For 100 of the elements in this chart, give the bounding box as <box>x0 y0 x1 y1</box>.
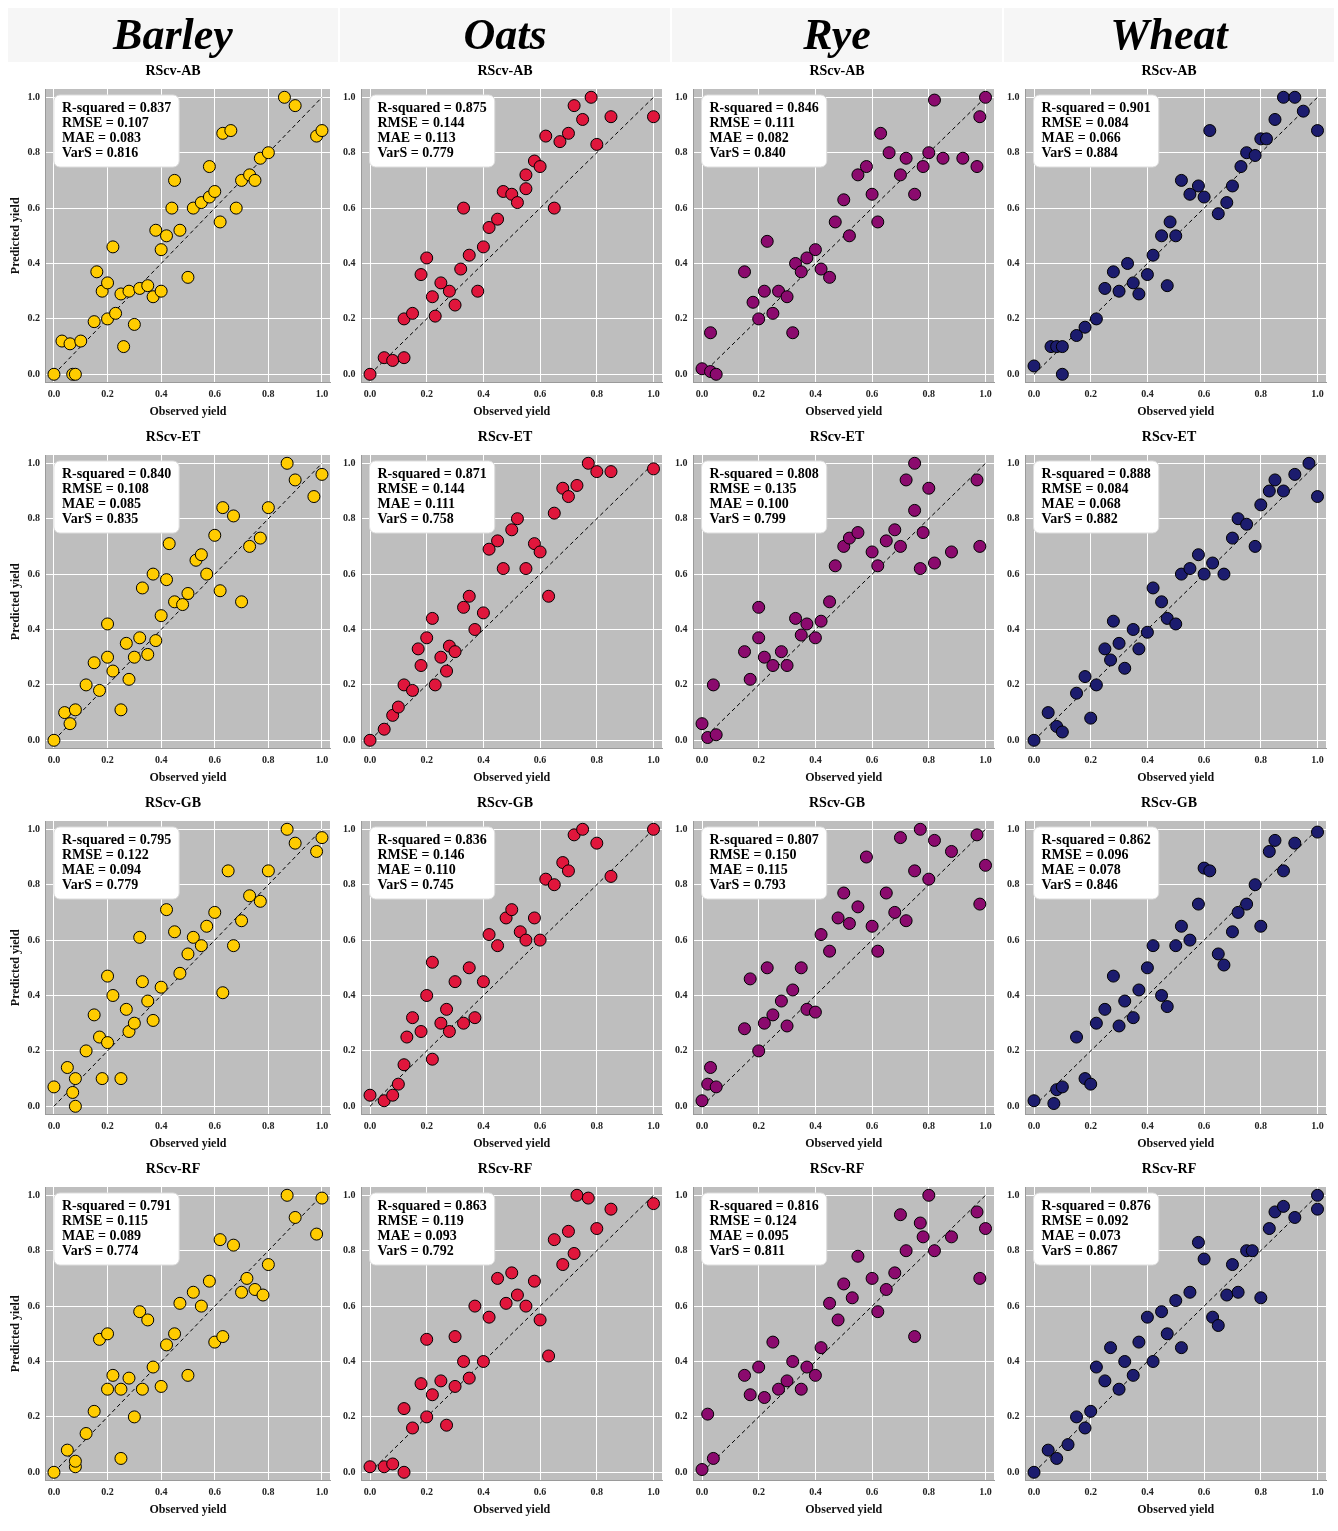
y-tick-label: 0.8 <box>343 146 356 158</box>
y-tick-label: 1.0 <box>675 456 688 468</box>
y-tick-label: 0.8 <box>675 146 688 158</box>
annotation: MAE = 0.110 <box>377 861 456 877</box>
x-axis-title: Observed yield <box>805 1501 883 1516</box>
y-tick-label: 0.4 <box>343 989 356 1001</box>
y-tick-label: 0.8 <box>1007 512 1020 524</box>
x-tick-label: 0.4 <box>1141 754 1154 766</box>
x-tick-label: 0.6 <box>533 1486 547 1498</box>
x-tick-label: 1.0 <box>979 1120 992 1132</box>
x-tick-label: 0.8 <box>1254 388 1268 400</box>
annotation: MAE = 0.089 <box>61 1227 142 1243</box>
x-tick-label: 0.4 <box>154 754 168 766</box>
annotation: VarS = 0.779 <box>61 876 139 892</box>
annotation: R-squared = 0.808 <box>709 465 819 481</box>
x-tick-label: 1.0 <box>647 1486 660 1498</box>
y-tick-label: 0.2 <box>343 1044 356 1056</box>
x-tick-label: 0.4 <box>809 388 822 400</box>
annotation: R-squared = 0.816 <box>709 1197 819 1213</box>
x-tick-label: 0.6 <box>865 388 879 400</box>
x-axis-title: Observed yield <box>149 1135 227 1150</box>
x-axis-title: Observed yield <box>1137 1501 1215 1516</box>
x-tick-label: 0.2 <box>101 754 114 766</box>
y-tick-label: 0.0 <box>343 1099 356 1111</box>
x-tick-label: 0.2 <box>752 1120 765 1132</box>
y-tick-label: 1.0 <box>1007 90 1020 102</box>
x-tick-label: 0.4 <box>1141 388 1154 400</box>
x-tick-label: 0.6 <box>865 754 879 766</box>
annotation: MAE = 0.093 <box>377 1227 457 1243</box>
x-axis-title: Observed yield <box>1137 769 1215 784</box>
chart-title: RScv-GB <box>477 794 533 812</box>
y-tick-label: 0.6 <box>1007 1299 1020 1311</box>
x-axis-title: Observed yield <box>473 769 551 784</box>
x-tick-label: 0.0 <box>47 1120 61 1132</box>
x-tick-label: 0.8 <box>262 1120 275 1132</box>
chart-subtitle: RScv-AB <box>809 62 865 80</box>
y-tick-label: 0.8 <box>675 1244 688 1256</box>
x-tick-label: 0.4 <box>809 1120 822 1132</box>
x-tick-label: 0.0 <box>695 1486 709 1498</box>
y-tick-label: 0.6 <box>675 567 688 579</box>
y-tick-label: 0.6 <box>27 933 40 945</box>
annotation: VarS = 0.835 <box>61 510 139 526</box>
y-tick-label: 0.6 <box>343 1299 356 1311</box>
x-tick-label: 0.0 <box>363 1486 377 1498</box>
x-tick-label: 0.0 <box>1027 1120 1041 1132</box>
x-axis-title: Observed yield <box>805 769 883 784</box>
x-tick-label: 0.6 <box>208 388 221 400</box>
y-tick-label: 0.4 <box>343 1355 356 1367</box>
y-tick-label: 0.8 <box>1007 878 1020 890</box>
y-tick-label: 0.0 <box>675 733 688 745</box>
chart-title: RScv-ET <box>809 428 865 446</box>
y-tick-label: 0.0 <box>343 1465 356 1477</box>
annotation: RMSE = 0.144 <box>377 480 465 496</box>
x-tick-label: 0.2 <box>420 754 433 766</box>
x-axis-title: Observed yield <box>149 769 227 784</box>
annotation: VarS = 0.774 <box>61 1242 139 1258</box>
x-tick-label: 0.8 <box>262 388 275 400</box>
y-tick-label: 0.6 <box>675 201 688 213</box>
chart-title: RScv-GB <box>1141 794 1197 812</box>
annotation: MAE = 0.095 <box>709 1227 789 1243</box>
y-tick-label: 0.4 <box>1007 1355 1020 1367</box>
annotation: RMSE = 0.092 <box>1041 1212 1129 1228</box>
y-tick-label: 0.4 <box>343 257 356 269</box>
chart-title: Rye <box>672 8 1002 62</box>
x-tick-label: 1.0 <box>315 754 329 766</box>
chart-title: Wheat <box>1004 8 1334 62</box>
annotation: R-squared = 0.871 <box>377 465 487 481</box>
y-tick-label: 0.4 <box>27 623 40 635</box>
y-tick-label: 0.0 <box>1007 367 1020 379</box>
annotation: VarS = 0.793 <box>709 876 786 892</box>
annotation: MAE = 0.094 <box>61 861 142 877</box>
y-tick-label: 0.0 <box>27 1099 40 1111</box>
x-tick-label: 0.0 <box>1027 388 1041 400</box>
annotation: R-squared = 0.840 <box>61 465 172 481</box>
x-tick-label: 1.0 <box>647 388 660 400</box>
x-tick-label: 0.0 <box>363 754 377 766</box>
annotation: VarS = 0.816 <box>61 144 139 160</box>
y-tick-label: 0.2 <box>1007 312 1020 324</box>
x-tick-label: 1.0 <box>315 388 329 400</box>
x-tick-label: 0.8 <box>590 388 604 400</box>
annotation: MAE = 0.100 <box>709 495 789 511</box>
x-tick-label: 0.6 <box>533 388 547 400</box>
chart-title: RScv-GB <box>809 794 865 812</box>
y-tick-label: 0.2 <box>675 312 688 324</box>
x-tick-label: 0.8 <box>590 1486 604 1498</box>
annotation: RMSE = 0.111 <box>709 114 795 130</box>
annotation: R-squared = 0.837 <box>61 99 172 115</box>
y-tick-label: 0.2 <box>27 678 40 690</box>
x-axis-title: Observed yield <box>149 403 227 418</box>
y-tick-label: 0.0 <box>27 733 40 745</box>
chart-title: RScv-RF <box>809 1160 865 1178</box>
x-axis-title: Observed yield <box>805 1135 883 1150</box>
x-tick-label: 0.2 <box>1084 1120 1097 1132</box>
y-tick-label: 0.6 <box>675 1299 688 1311</box>
y-tick-label: 0.2 <box>343 312 356 324</box>
x-tick-label: 0.8 <box>922 1120 936 1132</box>
x-tick-label: 1.0 <box>315 1120 329 1132</box>
y-tick-label: 0.4 <box>27 1355 40 1367</box>
x-tick-label: 1.0 <box>1311 388 1324 400</box>
annotation: R-squared = 0.836 <box>377 831 487 847</box>
